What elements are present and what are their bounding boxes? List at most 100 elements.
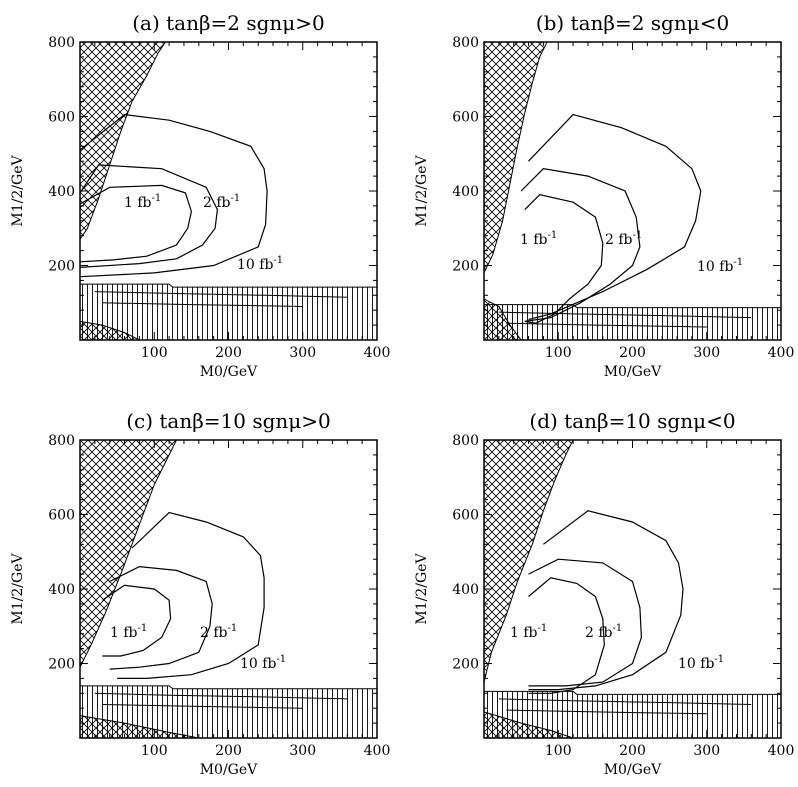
contour-line <box>80 113 268 278</box>
plot-area <box>484 42 781 340</box>
band-contour <box>102 302 303 307</box>
x-tick-label: 400 <box>364 345 391 361</box>
x-tick-label: 100 <box>545 743 572 759</box>
contour-label: 10 fb-1 <box>697 257 743 275</box>
excluded-region-upper <box>80 440 178 668</box>
contour-label-sup: -1 <box>613 623 623 634</box>
excluded-region-lower-left <box>80 320 140 340</box>
contour-label-sup: -1 <box>276 654 286 665</box>
excluded-region-upper <box>484 440 574 683</box>
contour-line <box>520 168 641 322</box>
contour-line <box>117 511 265 680</box>
panel-title: (d) tanβ=10 sgnμ<0 <box>529 409 735 433</box>
contour-label-sup: -1 <box>231 193 241 204</box>
contour-label: 10 fb-1 <box>237 255 283 273</box>
contour-line <box>528 510 684 691</box>
contour-label: 1 fb-1 <box>510 623 547 641</box>
contour-label-sup: -1 <box>633 230 643 241</box>
y-tick-label: 800 <box>48 35 75 51</box>
contour-label: 2 fb-1 <box>203 193 240 211</box>
x-tick-label: 300 <box>289 345 316 361</box>
y-tick-label: 600 <box>452 508 479 524</box>
band-contour <box>498 311 752 319</box>
plot-area <box>80 42 377 340</box>
contour-line <box>101 584 172 657</box>
y-tick-label: 600 <box>48 508 75 524</box>
x-axis-label: M0/GeV <box>200 364 258 380</box>
panel-4: 100 200 300 400 200 400 600 800 (d) tanβ=10 sgnμ… <box>414 409 794 778</box>
x-tick-label: 400 <box>364 743 391 759</box>
x-axis-label: M0/GeV <box>200 762 258 778</box>
panel-3: 100 200 300 400 200 400 600 800 (c) tanβ=10 sgnμ… <box>10 409 390 778</box>
contour-label: 2 fb-1 <box>585 623 622 641</box>
contour-label-sup: -1 <box>228 623 238 634</box>
x-tick-label: 300 <box>289 743 316 759</box>
excluded-region-lower-left <box>484 711 574 738</box>
x-tick-label: 400 <box>768 345 795 361</box>
y-tick-label: 200 <box>48 657 75 673</box>
panel-2: 100 200 300 400 200 400 600 800 (b) tanβ=2 sgnμ<… <box>414 11 794 380</box>
contour-line <box>524 194 604 324</box>
x-tick-label: 300 <box>693 345 720 361</box>
y-tick-label: 800 <box>48 433 75 449</box>
y-tick-label: 600 <box>452 110 479 126</box>
x-axis-label: M0/GeV <box>604 762 662 778</box>
contour-label-sup: -1 <box>538 623 548 634</box>
y-tick-label: 200 <box>452 657 479 673</box>
contour-line <box>528 577 605 694</box>
x-tick-label: 200 <box>215 345 242 361</box>
y-axis-label: M1/2/GeV <box>414 155 430 227</box>
contour-line <box>80 164 219 268</box>
y-tick-label: 400 <box>452 184 479 200</box>
y-tick-label: 200 <box>48 259 75 275</box>
band-contour <box>94 291 348 298</box>
x-tick-label: 400 <box>768 743 795 759</box>
x-tick-label: 100 <box>141 345 168 361</box>
plot-area <box>80 440 377 738</box>
contour-label: 2 fb-1 <box>605 230 642 248</box>
x-tick-label: 200 <box>619 345 646 361</box>
band-contour <box>498 698 752 705</box>
panel-title: (c) tanβ=10 sgnμ>0 <box>126 409 331 433</box>
contour-line <box>528 113 702 321</box>
x-tick-label: 100 <box>141 743 168 759</box>
contour-label-sup: -1 <box>733 257 743 268</box>
contour-line <box>80 184 193 263</box>
y-tick-label: 400 <box>48 582 75 598</box>
contour-label-sup: -1 <box>273 255 283 266</box>
plot-area <box>484 440 781 738</box>
contour-line <box>109 565 213 670</box>
x-tick-label: 300 <box>693 743 720 759</box>
y-tick-label: 600 <box>48 110 75 126</box>
panel-title: (a) tanβ=2 sgnμ>0 <box>132 11 325 35</box>
y-axis-label: M1/2/GeV <box>10 155 26 227</box>
excluded-region-upper <box>484 42 548 274</box>
contour-label-sup: -1 <box>138 623 148 634</box>
contour-label: 10 fb-1 <box>240 654 286 672</box>
band-contour <box>94 692 348 700</box>
y-tick-label: 400 <box>452 582 479 598</box>
y-axis-label: M1/2/GeV <box>414 553 430 625</box>
excluded-region-upper <box>80 42 166 241</box>
y-tick-label: 400 <box>48 184 75 200</box>
y-tick-label: 800 <box>452 35 479 51</box>
excluded-band-lower <box>80 283 377 340</box>
contour-label-sup: -1 <box>152 193 162 204</box>
contour-label: 1 fb-1 <box>110 623 147 641</box>
contour-label: 10 fb-1 <box>678 654 724 672</box>
x-tick-label: 100 <box>545 345 572 361</box>
contour-label: 2 fb-1 <box>200 623 237 641</box>
band-contour <box>506 322 707 328</box>
band-contour <box>102 704 303 709</box>
contour-label-sup: -1 <box>714 654 724 665</box>
x-tick-label: 200 <box>619 743 646 759</box>
excluded-band-lower <box>80 685 377 738</box>
panel-1: 100 200 300 400 200 400 600 800 (a) tanβ=2 sgnμ>… <box>10 11 390 380</box>
excluded-region-lower-left <box>80 715 199 738</box>
x-tick-label: 200 <box>215 743 242 759</box>
panel-title: (b) tanβ=2 sgnμ<0 <box>536 11 729 35</box>
x-axis-label: M0/GeV <box>604 364 662 380</box>
y-tick-label: 800 <box>452 433 479 449</box>
excluded-region-lower-left <box>484 298 522 340</box>
